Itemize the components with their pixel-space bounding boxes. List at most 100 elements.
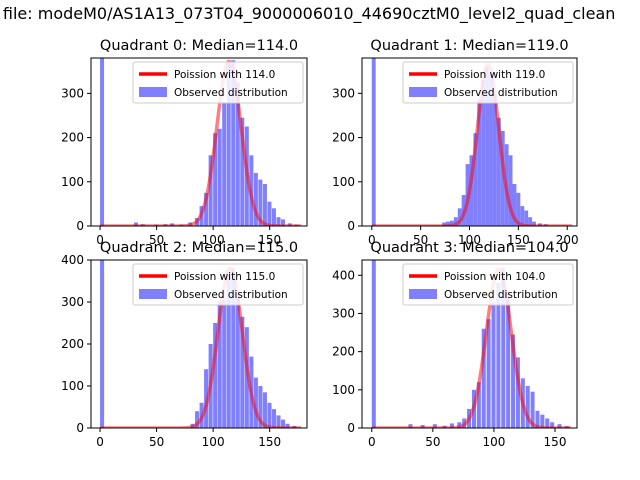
histogram-bar [473,133,478,226]
histogram-bar [496,117,501,226]
histogram-bar [271,208,276,226]
y-tick-label: 0 [76,421,84,435]
legend-label: Poission with 114.0 [174,69,275,81]
y-tick-label: 300 [332,306,355,320]
histogram-bar [535,410,540,428]
legend: Poission with 114.0 Observed distribution [132,61,304,104]
histogram-bar [217,128,222,226]
legend: Poission with 119.0 Observed distribution [402,61,574,104]
histogram-bar [213,323,218,428]
histogram-bar [469,155,474,226]
y-tick-label: 0 [347,219,355,233]
histogram-bar [285,423,290,428]
histogram-bar [258,386,263,428]
histogram-bar [457,208,462,226]
y-tick-label: 0 [347,421,355,435]
histogram-bar [491,302,496,428]
histogram-bar [481,328,486,428]
x-tick-label: 100 [458,233,481,247]
axes-frame [361,259,578,429]
legend-label: Poission with 119.0 [444,69,545,81]
legend-bar-swatch [409,289,437,299]
histogram-bar [545,418,550,428]
histogram-bar [222,102,227,226]
histogram-bar [550,422,555,428]
histogram-bar [520,206,525,226]
histogram-bar [525,386,530,428]
histogram-bar [280,219,286,226]
poisson-fit-line [98,59,303,226]
x-tick-label: 50 [149,435,164,449]
x-tick-label: 50 [413,233,428,247]
y-tick-label: 300 [332,86,355,100]
chart-panel-1: 0 50 100 150 200 0 100 200 300 Quadrant 1: Median… [332,38,579,247]
histogram-bar [100,58,105,226]
legend-bar-swatch [409,87,437,97]
x-tick-label: 50 [425,435,440,449]
y-tick-label: 100 [61,379,84,393]
legend-label: Observed distribution [174,87,288,99]
histogram-bar [204,192,209,226]
histogram-bar [217,302,222,428]
histogram-bar [371,58,376,226]
legend-box [132,263,304,306]
x-tick-label: 0 [96,435,104,449]
x-tick-label: 150 [258,233,281,247]
x-tick-label: 100 [202,435,225,449]
histogram-bar [371,260,376,428]
y-tick-label: 400 [61,253,84,267]
histogram-bar [100,260,105,428]
panel-title: Quadrant 0: Median=114.0 [100,38,298,54]
panel-title: Quadrant 3: Median=104.0 [370,240,568,256]
x-tick-label: 150 [544,435,567,449]
histogram-bar [481,80,486,226]
histogram-bar [477,100,482,226]
histogram-bar [500,130,505,226]
histogram-bar [449,423,454,428]
histogram-bar [133,222,138,226]
plot-area [98,260,303,428]
histogram-bar [508,155,513,226]
histogram-bar [240,316,245,428]
histogram-bar [506,298,511,428]
histogram-bar [449,220,454,226]
legend: Poission with 115.0 Observed distribution [132,263,304,306]
x-tick-label: 150 [258,435,281,449]
histogram-bar [253,172,258,226]
poisson-fit-line [370,62,574,226]
histogram-bar [231,60,236,226]
histogram-bar [485,66,490,226]
legend: Poission with 104.0 Observed distribution [402,263,574,306]
histogram-bar [453,217,458,226]
plot-area [370,260,573,428]
histogram-bar [276,217,281,226]
x-tick-label: 100 [202,233,225,247]
histogram-bar [258,179,263,226]
histogram-bar [226,272,231,428]
legend-box [132,61,304,104]
histogram-bar [267,201,272,226]
x-tick-label: 200 [556,233,579,247]
x-tick-label: 100 [482,435,505,449]
legend-label: Poission with 115.0 [174,271,275,283]
histogram-bar [501,267,506,428]
y-tick-label: 300 [61,86,84,100]
histogram-bar [253,377,258,428]
histogram-bar [489,73,493,226]
histogram-bar [496,282,501,428]
histogram-bar [271,409,277,428]
legend-bar-swatch [139,87,167,97]
legend-label: Poission with 104.0 [444,271,545,283]
histogram-bar [540,414,545,428]
histogram-bar [408,424,413,428]
chart-panel-2: 0 50 100 150 0 100 200 300 400 Quadrant 2: Median… [61,240,308,449]
legend-box [402,61,574,104]
y-tick-label: 300 [61,295,84,309]
histogram-bar [235,295,240,428]
y-tick-label: 200 [332,131,355,145]
x-tick-label: 0 [96,233,104,247]
histogram-bar [511,334,516,428]
histogram-bar [532,221,536,226]
histogram-bar [457,422,462,428]
